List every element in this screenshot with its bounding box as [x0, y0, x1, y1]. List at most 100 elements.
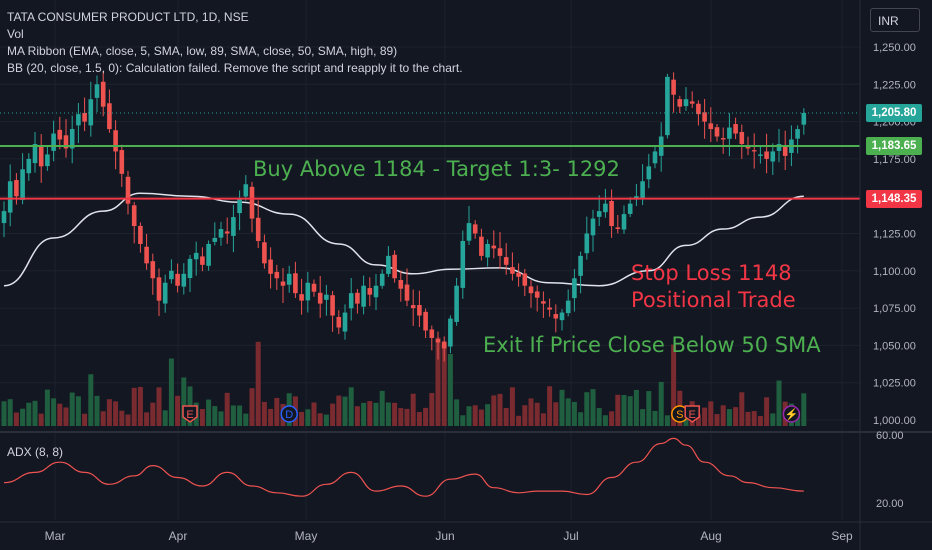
volume-bar — [801, 393, 807, 426]
price-tag: 1,183.65 — [866, 136, 922, 155]
event-marker — [782, 405, 801, 423]
volume-bar — [181, 377, 187, 426]
candle-body — [76, 114, 81, 126]
volume-bar — [144, 412, 150, 426]
volume-bar — [44, 389, 50, 426]
volume-bar — [565, 398, 571, 426]
candle-body — [677, 99, 683, 107]
y-tick-label: 1,075.00 — [873, 303, 916, 315]
stop-loss-annotation[interactable]: Stop Loss 1148 — [631, 261, 792, 285]
candle-body — [615, 227, 621, 230]
volume-bar — [75, 396, 81, 426]
event-marker — [684, 405, 700, 423]
candle-body — [590, 218, 596, 236]
currency-button[interactable]: INR — [870, 8, 920, 32]
volume-bar — [261, 401, 267, 426]
volume-bar — [441, 342, 447, 426]
volume-bar — [491, 395, 497, 426]
volume-bar — [416, 412, 422, 426]
candle-body — [150, 261, 156, 279]
candle-body — [51, 133, 56, 151]
volume-bar — [206, 399, 212, 426]
candle-body — [181, 273, 187, 287]
candle-body — [720, 138, 726, 140]
candle-body — [417, 304, 422, 316]
candle-body — [299, 294, 304, 301]
volume-bar — [646, 391, 652, 426]
candle-body — [565, 300, 571, 314]
volume-bar — [435, 337, 441, 426]
price-axis[interactable]: 1,250.001,225.001,200.001,175.001,125.00… — [859, 0, 916, 550]
time-axis[interactable]: Mar Apr May Jun Jul Aug Sep — [0, 521, 932, 543]
volume-bar — [553, 402, 559, 426]
x-tick-label: Apr — [169, 529, 188, 543]
volume-bar — [199, 409, 205, 426]
y-tick-label: 1,050.00 — [873, 340, 916, 352]
candle-body — [751, 150, 757, 152]
candle-body — [218, 229, 224, 238]
adx-legend[interactable]: ADX (8, 8) — [7, 445, 64, 459]
candle-body — [212, 237, 218, 242]
exit-annotation[interactable]: Exit If Price Close Below 50 SMA — [483, 333, 821, 357]
candle-body — [683, 99, 689, 107]
candle-body — [627, 203, 633, 214]
volume-bar — [373, 402, 379, 426]
candle-body — [689, 101, 695, 104]
candle-body — [733, 124, 738, 134]
volume-bar — [249, 388, 255, 426]
volume-bar — [131, 387, 137, 426]
event-label: ⚡ — [785, 408, 799, 421]
volume-bar — [578, 412, 584, 426]
candle-body — [20, 169, 25, 200]
candle-body — [1, 211, 7, 224]
positional-annotation[interactable]: Positional Trade — [631, 288, 796, 312]
buy-annotation[interactable]: Buy Above 1184 - Target 1:3- 1292 — [253, 157, 620, 181]
candle-body — [497, 248, 503, 256]
candle-body — [435, 339, 441, 343]
volume-bar — [745, 411, 751, 426]
volume-bar — [652, 410, 658, 426]
candle-body — [429, 329, 435, 338]
volume-bar — [429, 393, 435, 426]
adx-tick-label: 20.00 — [876, 498, 904, 510]
candle-body — [138, 225, 143, 244]
candle-body — [162, 282, 168, 304]
volume-bar — [708, 401, 714, 426]
candle-body — [69, 129, 75, 149]
volume-bar — [150, 402, 156, 426]
volume-bar — [137, 386, 143, 426]
volume-bar — [671, 344, 677, 426]
event-markers[interactable]: E D S E ⚡ — [182, 405, 801, 423]
candle-body — [38, 145, 44, 167]
volume-bar — [38, 413, 44, 426]
volume-bar — [63, 407, 69, 426]
bb-legend[interactable]: BB (20, close, 1.5, 0): Calculation fail… — [7, 61, 463, 75]
ma-ribbon-legend[interactable]: MA Ribbon (EMA, close, 5, SMA, low, 89, … — [7, 44, 398, 58]
candle-body — [596, 211, 602, 217]
candle-body — [392, 254, 397, 279]
candle-body — [510, 267, 515, 274]
volume-bar — [119, 410, 125, 426]
symbol-title[interactable]: TATA CONSUMER PRODUCT LTD, 1D, NSE — [7, 10, 249, 24]
candle-body — [386, 255, 391, 274]
candle-body — [249, 186, 255, 219]
candle-body — [503, 257, 509, 265]
volume-bar — [726, 409, 732, 426]
candle-body — [528, 286, 534, 294]
volume-bar — [26, 402, 32, 426]
volume-bar — [330, 403, 336, 426]
candle-body — [57, 129, 63, 140]
candle-body — [237, 199, 242, 214]
volume-legend[interactable]: Vol — [7, 27, 24, 41]
volume-bar — [398, 408, 404, 426]
volume-bar — [379, 390, 385, 426]
candle-body — [423, 311, 428, 331]
volume-bar — [404, 408, 410, 426]
candle-body — [603, 203, 608, 213]
volume-bar — [485, 404, 491, 426]
adx-line — [3, 437, 804, 497]
volume-bar — [571, 401, 577, 426]
volume-bar — [311, 402, 317, 426]
volume-bar — [522, 405, 528, 426]
